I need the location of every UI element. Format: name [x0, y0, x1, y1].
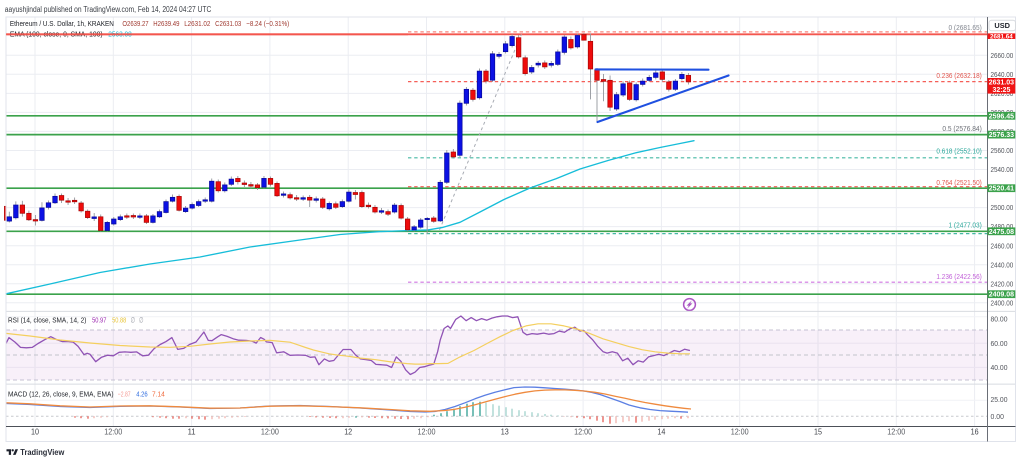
svg-text:2420.00: 2420.00: [991, 279, 1014, 288]
svg-text:10: 10: [31, 428, 40, 437]
svg-text:2409.08: 2409.08: [989, 292, 1014, 299]
svg-text:∅: ∅: [139, 315, 144, 324]
svg-text:MACD (12, 26, close, 9, EMA, E: MACD (12, 26, close, 9, EMA, EMA): [8, 389, 114, 398]
svg-text:1.236 (2422.56): 1.236 (2422.56): [936, 272, 982, 281]
svg-text:0.764 (2521.50): 0.764 (2521.50): [936, 178, 982, 187]
svg-text:4.26: 4.26: [136, 389, 147, 398]
svg-text:14: 14: [657, 428, 666, 437]
svg-text:2640.00: 2640.00: [991, 70, 1014, 79]
svg-text:RSI (14, close, SMA, 14, 2): RSI (14, close, SMA, 14, 2): [8, 315, 87, 324]
svg-text:7.14: 7.14: [152, 389, 165, 398]
svg-text:H2639.49: H2639.49: [153, 19, 179, 28]
svg-text:2660.00: 2660.00: [991, 51, 1014, 60]
svg-text:12:00: 12:00: [418, 428, 437, 437]
svg-text:11: 11: [188, 428, 196, 437]
svg-text:12:00: 12:00: [261, 428, 280, 437]
svg-text:2576.33: 2576.33: [989, 132, 1014, 139]
svg-text:50.88: 50.88: [112, 315, 126, 324]
svg-text:2440.00: 2440.00: [991, 260, 1014, 269]
svg-text:2400.00: 2400.00: [991, 298, 1014, 307]
svg-text:L2631.02: L2631.02: [184, 19, 210, 28]
svg-text:0.236 (2632.18): 0.236 (2632.18): [936, 71, 982, 80]
svg-text:40.00: 40.00: [991, 363, 1008, 372]
svg-text:O2639.27: O2639.27: [122, 19, 148, 28]
svg-text:50.97: 50.97: [92, 315, 106, 324]
svg-text:2560.00: 2560.00: [991, 146, 1014, 155]
svg-text:Ethereum / U.S. Dollar, 1h, KR: Ethereum / U.S. Dollar, 1h, KRAKEN: [10, 19, 114, 28]
svg-text:TradingView: TradingView: [20, 447, 64, 457]
svg-text:60.00: 60.00: [991, 339, 1008, 348]
svg-text:0.5 (2576.84): 0.5 (2576.84): [942, 124, 982, 133]
svg-text:2631.03: 2631.03: [989, 79, 1014, 86]
svg-text:80.00: 80.00: [991, 315, 1008, 324]
svg-text:12: 12: [344, 428, 352, 437]
svg-text:0.00: 0.00: [991, 412, 1004, 421]
svg-text:12:00: 12:00: [887, 428, 906, 437]
svg-text:1 (2477.03): 1 (2477.03): [949, 221, 983, 230]
svg-text:13: 13: [501, 428, 509, 437]
svg-text:2460.00: 2460.00: [991, 241, 1014, 250]
svg-text:2500.00: 2500.00: [991, 203, 1014, 212]
svg-text:aayushjindal published on Trad: aayushjindal published on TradingView.co…: [5, 5, 212, 14]
svg-text:USD: USD: [994, 21, 1010, 30]
svg-text:15: 15: [814, 428, 823, 437]
svg-text:2475.08: 2475.08: [989, 229, 1014, 236]
svg-text:−2.87: −2.87: [118, 389, 131, 398]
svg-text:∅: ∅: [131, 315, 136, 324]
svg-text:0 (2681.65): 0 (2681.65): [949, 23, 983, 32]
svg-text:−8.24 (−0.31%): −8.24 (−0.31%): [246, 19, 289, 28]
svg-text:12:00: 12:00: [104, 428, 123, 437]
svg-text:12:00: 12:00: [731, 428, 750, 437]
svg-text:2681.64: 2681.64: [990, 34, 1013, 41]
svg-text:16: 16: [971, 428, 979, 437]
svg-text:25.00: 25.00: [991, 395, 1008, 404]
svg-text:2540.00: 2540.00: [991, 165, 1014, 174]
svg-text:2480.00: 2480.00: [991, 222, 1014, 231]
svg-text:C2631.03: C2631.03: [215, 19, 241, 28]
svg-text:2520.41: 2520.41: [989, 186, 1014, 193]
svg-text:32:25: 32:25: [992, 87, 1010, 94]
svg-text:0.618 (2552.10): 0.618 (2552.10): [936, 146, 982, 155]
svg-text:12:00: 12:00: [574, 428, 593, 437]
svg-text:2596.45: 2596.45: [989, 113, 1014, 120]
